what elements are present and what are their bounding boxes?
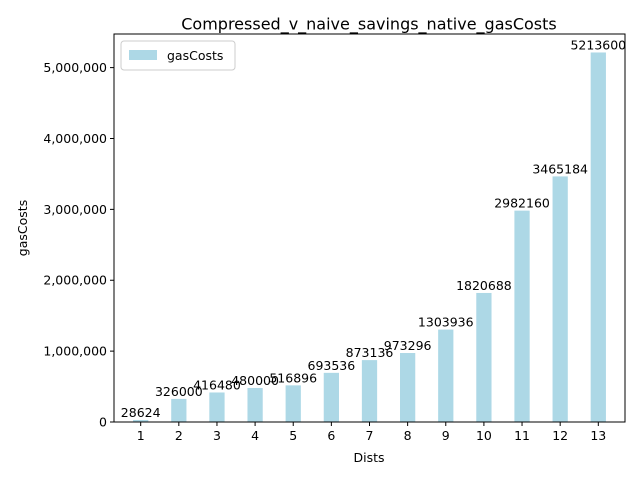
bar-12: [552, 176, 568, 422]
x-tick-label: 3: [213, 428, 221, 443]
bars-group: [133, 52, 606, 422]
x-tick-label: 4: [251, 428, 259, 443]
bar-13: [590, 52, 606, 422]
bar-8: [400, 353, 416, 422]
bar-4: [247, 387, 263, 422]
bar-value-label-3: 416480: [193, 377, 241, 392]
x-tick-label: 12: [552, 428, 568, 443]
x-tick-label: 8: [404, 428, 412, 443]
value-labels-group: 28624 32600041648048000051689669353687313…: [121, 37, 626, 419]
bar-9: [438, 329, 454, 422]
y-tick-label: 4,000,000: [43, 131, 107, 146]
bar-value-label-12: 3465184: [532, 161, 588, 176]
bar-3: [209, 392, 225, 422]
y-tick-label: 2,000,000: [43, 273, 107, 288]
legend-swatch: [129, 50, 157, 60]
y-tick-label: 3,000,000: [43, 202, 107, 217]
bar-value-label-4: 480000: [231, 373, 279, 388]
bar-7: [361, 360, 378, 422]
x-tick-label: 13: [590, 428, 606, 443]
x-tick-label: 11: [514, 428, 530, 443]
bar-value-label-1: 28624: [121, 405, 161, 420]
x-axis-ticks: 1 2 3 4 5 6 7 8 9 10 11 12 13: [137, 422, 606, 443]
bar-10: [476, 292, 492, 422]
bar-value-label-5: 516896: [269, 370, 317, 385]
x-tick-label: 10: [476, 428, 492, 443]
x-tick-label: 2: [175, 428, 183, 443]
y-tick-label: 1,000,000: [43, 344, 107, 359]
x-tick-label: 9: [442, 428, 450, 443]
bar-value-label-11: 2982160: [494, 196, 550, 211]
x-tick-label: 6: [327, 428, 335, 443]
x-tick-label: 5: [289, 428, 297, 443]
bar-1: [133, 419, 149, 422]
x-tick-label: 7: [366, 428, 374, 443]
y-axis-label: gasCosts: [15, 200, 30, 256]
chart-title: Compressed_v_naive_savings_native_gasCos…: [181, 15, 556, 35]
bar-value-label-13: 5213600: [570, 37, 626, 52]
bar-value-label-10: 1820688: [456, 278, 512, 293]
y-axis-ticks: 0 1,000,000 2,000,000 3,000,000 4,000,000 5,0…: [43, 60, 114, 430]
bar-5: [285, 385, 301, 422]
y-tick-label: 0: [99, 415, 107, 430]
y-tick-label: 5,000,000: [43, 60, 107, 75]
bar-6: [323, 372, 339, 422]
legend-label: gasCosts: [167, 48, 223, 63]
bar-2: [171, 398, 187, 422]
bar-value-label-9: 1303936: [418, 315, 474, 330]
bar-11: [514, 210, 530, 422]
bar-value-label-2: 326000: [155, 384, 203, 399]
legend: gasCosts: [120, 40, 236, 71]
bar-value-label-6: 693536: [308, 358, 356, 373]
bar-value-label-7: 873136: [346, 345, 394, 360]
x-axis-label: Dists: [353, 450, 384, 465]
legend-box: [120, 40, 236, 71]
x-tick-label: 1: [137, 428, 145, 443]
bar-value-label-8: 973296: [384, 338, 432, 353]
